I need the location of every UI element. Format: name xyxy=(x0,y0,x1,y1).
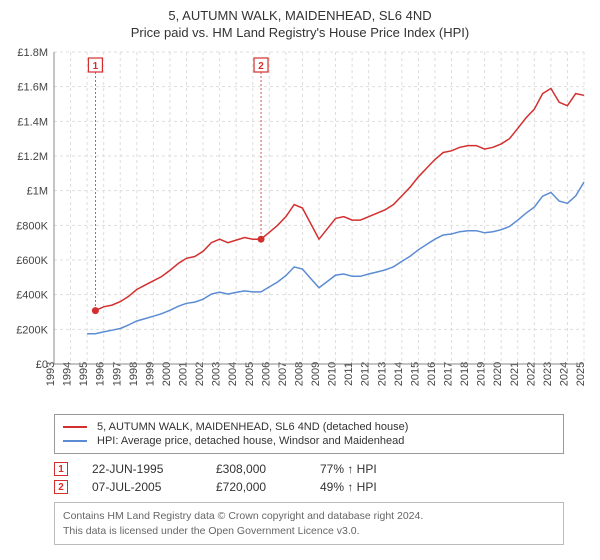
tx-marker-icon: 2 xyxy=(54,480,68,494)
x-tick-label: 2006 xyxy=(260,362,272,386)
y-tick-label: £1.4M xyxy=(17,116,48,128)
x-tick-label: 2005 xyxy=(244,362,256,386)
tx-pct: 49% ↑ HPI xyxy=(320,480,430,494)
x-tick-label: 2008 xyxy=(293,362,305,386)
tx-marker-icon: 1 xyxy=(54,462,68,476)
legend-text: HPI: Average price, detached house, Wind… xyxy=(97,435,404,447)
price-chart: £0£200K£400K£600K£800K£1M£1.2M£1.4M£1.6M… xyxy=(10,46,590,406)
x-tick-label: 2007 xyxy=(277,362,289,386)
legend: 5, AUTUMN WALK, MAIDENHEAD, SL6 4ND (det… xyxy=(54,414,564,454)
tx-date: 22-JUN-1995 xyxy=(92,462,192,476)
marker-label-2: 2 xyxy=(258,61,264,72)
x-tick-label: 2020 xyxy=(492,362,504,386)
x-tick-label: 2000 xyxy=(161,362,173,386)
x-tick-label: 2018 xyxy=(459,362,471,386)
x-tick-label: 2017 xyxy=(443,362,455,386)
x-tick-label: 2001 xyxy=(178,362,190,386)
x-tick-label: 2024 xyxy=(558,362,570,386)
legend-text: 5, AUTUMN WALK, MAIDENHEAD, SL6 4ND (det… xyxy=(97,421,408,433)
y-tick-label: £600K xyxy=(16,255,48,267)
y-tick-label: £200K xyxy=(16,324,48,336)
x-tick-label: 1993 xyxy=(45,362,57,386)
x-tick-label: 2012 xyxy=(360,362,372,386)
x-tick-label: 1996 xyxy=(95,362,107,386)
x-tick-label: 1994 xyxy=(62,362,74,386)
y-tick-label: £800K xyxy=(16,220,48,232)
tx-price: £720,000 xyxy=(216,480,296,494)
x-tick-label: 2003 xyxy=(211,362,223,386)
legend-row: 5, AUTUMN WALK, MAIDENHEAD, SL6 4ND (det… xyxy=(63,421,555,433)
x-tick-label: 2010 xyxy=(327,362,339,386)
y-tick-label: £1.8M xyxy=(17,47,48,59)
x-tick-label: 2019 xyxy=(476,362,488,386)
x-tick-label: 2011 xyxy=(343,362,355,386)
x-tick-label: 2021 xyxy=(509,362,521,386)
x-tick-label: 2023 xyxy=(542,362,554,386)
x-tick-label: 1997 xyxy=(111,362,123,386)
y-tick-label: £1.6M xyxy=(17,82,48,94)
x-tick-label: 1999 xyxy=(144,362,156,386)
y-tick-label: £400K xyxy=(16,290,48,302)
x-tick-label: 2009 xyxy=(310,362,322,386)
x-tick-label: 1998 xyxy=(128,362,140,386)
transaction-row-1: 1 22-JUN-1995 £308,000 77% ↑ HPI xyxy=(54,462,590,476)
x-tick-label: 2004 xyxy=(227,362,239,386)
footer-line-2: This data is licensed under the Open Gov… xyxy=(63,524,555,539)
title-line-1: 5, AUTUMN WALK, MAIDENHEAD, SL6 4ND xyxy=(10,8,590,23)
legend-swatch xyxy=(63,426,87,428)
footer-line-1: Contains HM Land Registry data © Crown c… xyxy=(63,509,555,524)
x-tick-label: 2016 xyxy=(426,362,438,386)
x-tick-label: 2002 xyxy=(194,362,206,386)
x-tick-label: 2022 xyxy=(525,362,537,386)
x-tick-label: 2013 xyxy=(376,362,388,386)
legend-swatch xyxy=(63,440,87,442)
chart-svg: £0£200K£400K£600K£800K£1M£1.2M£1.4M£1.6M… xyxy=(10,46,590,406)
marker-dot-1 xyxy=(92,307,99,314)
legend-row: HPI: Average price, detached house, Wind… xyxy=(63,435,555,447)
transaction-row-2: 2 07-JUL-2005 £720,000 49% ↑ HPI xyxy=(54,480,590,494)
y-tick-label: £1.2M xyxy=(17,151,48,163)
tx-pct: 77% ↑ HPI xyxy=(320,462,430,476)
footer-attribution: Contains HM Land Registry data © Crown c… xyxy=(54,502,564,545)
title-line-2: Price paid vs. HM Land Registry's House … xyxy=(10,25,590,40)
marker-dot-2 xyxy=(258,236,265,243)
tx-date: 07-JUL-2005 xyxy=(92,480,192,494)
y-tick-label: £1M xyxy=(27,186,48,198)
marker-label-1: 1 xyxy=(93,61,99,72)
x-tick-label: 1995 xyxy=(78,362,90,386)
x-tick-label: 2015 xyxy=(409,362,421,386)
x-tick-label: 2014 xyxy=(393,362,405,386)
x-tick-label: 2025 xyxy=(575,362,587,386)
tx-price: £308,000 xyxy=(216,462,296,476)
